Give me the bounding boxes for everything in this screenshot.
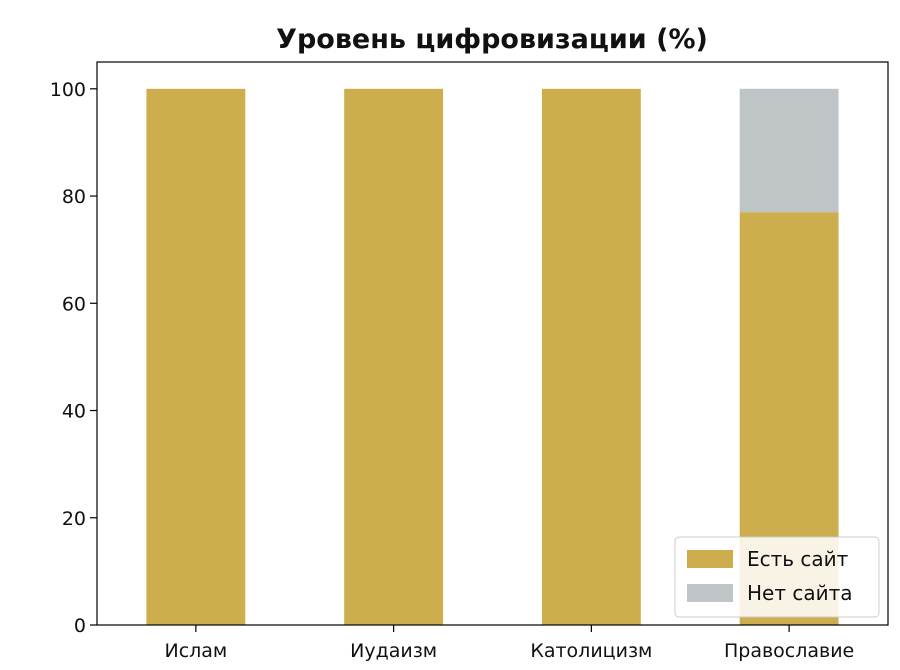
y-tick-label: 60 [62,293,86,315]
x-tick-label: Католицизм [530,640,652,662]
y-tick-label: 40 [62,401,86,423]
y-tick-label: 0 [74,615,86,637]
bar-has-site-2 [344,88,444,626]
x-tick-label: Иудаизм [350,640,437,662]
bar-no-site-4 [739,88,839,213]
legend-swatch [687,550,733,568]
axes-layer: 0 20 40 60 80 100 Ислам Иудаизм Католицизм Правос… [50,61,889,662]
bar-has-site-1 [146,88,246,626]
plot-frame [96,61,889,626]
y-tick-label: 20 [62,508,86,530]
legend-swatch [687,584,733,602]
x-tick-label: Православие [724,640,854,662]
bar-has-site-3 [541,88,641,626]
legend: Есть сайт Нет сайта [674,536,880,618]
legend-label: Нет сайта [747,581,853,605]
chart-title: Уровень цифровизации (%) [276,24,708,55]
bars-layer [146,88,839,626]
y-tick-label: 80 [62,186,86,208]
x-tick-label: Ислам [164,640,227,662]
y-tick-label: 100 [50,79,86,101]
legend-label: Есть сайт [747,547,849,571]
